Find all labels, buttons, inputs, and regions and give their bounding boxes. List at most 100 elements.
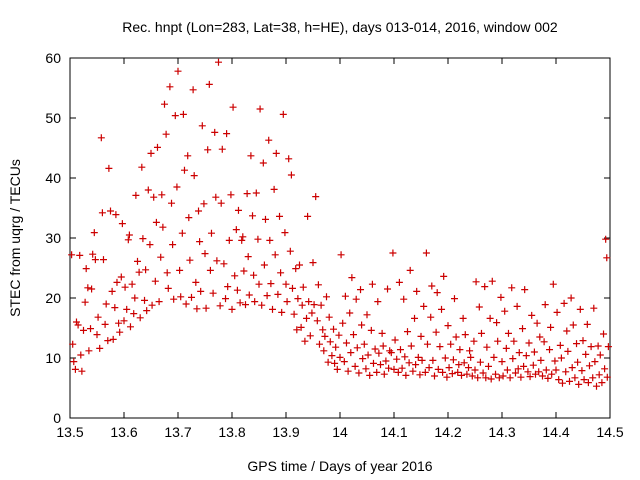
data-point xyxy=(328,352,336,360)
data-point xyxy=(375,349,383,357)
x-axis-label: GPS time / Days of year 2016 xyxy=(247,458,432,474)
data-point xyxy=(449,356,457,364)
data-point xyxy=(150,193,158,201)
data-point xyxy=(292,265,300,273)
data-point xyxy=(151,277,159,285)
data-point xyxy=(569,321,577,329)
data-point xyxy=(481,283,489,291)
data-point xyxy=(450,295,458,303)
data-point xyxy=(84,284,92,292)
data-point xyxy=(153,143,161,151)
data-point xyxy=(274,290,282,298)
data-point xyxy=(98,209,106,217)
data-point xyxy=(487,375,495,383)
data-point xyxy=(113,278,121,286)
data-point xyxy=(367,326,375,334)
data-point xyxy=(547,323,555,331)
data-point xyxy=(485,362,492,370)
data-point xyxy=(188,293,195,301)
data-point xyxy=(571,374,579,382)
data-point xyxy=(429,356,437,364)
data-point xyxy=(169,241,177,249)
data-point xyxy=(290,310,298,318)
data-point xyxy=(285,155,293,163)
data-point xyxy=(417,332,425,340)
data-point xyxy=(548,370,556,378)
y-tick-label: 20 xyxy=(45,290,61,306)
data-point xyxy=(211,128,219,136)
data-point xyxy=(323,293,330,301)
y-tick-label: 50 xyxy=(45,110,61,126)
data-point xyxy=(600,330,608,338)
data-point xyxy=(438,305,446,313)
data-point xyxy=(277,269,285,277)
data-point xyxy=(385,364,393,372)
data-point xyxy=(144,186,152,194)
data-point xyxy=(396,346,404,354)
data-point xyxy=(249,212,257,220)
data-point xyxy=(529,361,537,369)
data-point xyxy=(594,342,602,350)
data-point xyxy=(282,280,290,288)
data-point xyxy=(574,358,582,366)
data-point xyxy=(238,236,246,244)
data-point xyxy=(553,308,561,316)
data-point xyxy=(336,353,344,361)
data-point xyxy=(168,199,176,207)
data-point xyxy=(384,285,392,293)
data-point xyxy=(452,333,460,341)
data-point xyxy=(406,266,414,274)
data-point xyxy=(584,379,592,387)
data-point xyxy=(555,376,563,384)
data-point xyxy=(224,283,232,291)
data-point xyxy=(503,366,511,374)
data-point xyxy=(515,349,523,357)
data-point xyxy=(541,301,549,309)
data-point xyxy=(544,374,552,382)
data-point xyxy=(90,229,98,237)
data-point xyxy=(567,294,575,302)
data-point xyxy=(431,372,438,380)
data-point xyxy=(303,314,311,322)
data-point xyxy=(536,333,544,341)
data-point xyxy=(524,368,532,376)
data-point xyxy=(112,211,120,219)
data-point xyxy=(517,373,525,381)
data-point xyxy=(240,267,248,275)
data-point xyxy=(177,293,185,301)
data-point xyxy=(459,314,467,322)
data-point xyxy=(166,83,174,91)
y-tick-label: 0 xyxy=(53,410,61,426)
data-point xyxy=(213,257,221,265)
data-point xyxy=(96,344,104,352)
data-point xyxy=(108,287,116,295)
data-point xyxy=(281,229,289,237)
data-point xyxy=(266,236,274,244)
data-point xyxy=(212,193,220,201)
data-point xyxy=(159,223,167,231)
data-point xyxy=(115,319,123,327)
data-point xyxy=(152,218,160,226)
data-point xyxy=(525,339,533,347)
data-points xyxy=(68,58,612,390)
data-point xyxy=(395,278,403,286)
data-point xyxy=(436,343,444,351)
data-point xyxy=(251,298,259,306)
data-point xyxy=(88,285,96,293)
data-point xyxy=(259,159,267,167)
data-point xyxy=(492,370,500,378)
data-point xyxy=(347,349,355,357)
data-point xyxy=(74,321,82,329)
data-point xyxy=(404,328,411,336)
data-point xyxy=(521,286,529,294)
data-point xyxy=(298,301,306,309)
data-point xyxy=(440,272,448,280)
data-point xyxy=(519,325,527,333)
data-point xyxy=(216,302,224,310)
data-point xyxy=(344,367,352,375)
data-point xyxy=(428,282,436,290)
data-point xyxy=(421,368,429,376)
data-point xyxy=(497,293,505,301)
data-point xyxy=(514,365,522,373)
data-point xyxy=(179,110,187,118)
